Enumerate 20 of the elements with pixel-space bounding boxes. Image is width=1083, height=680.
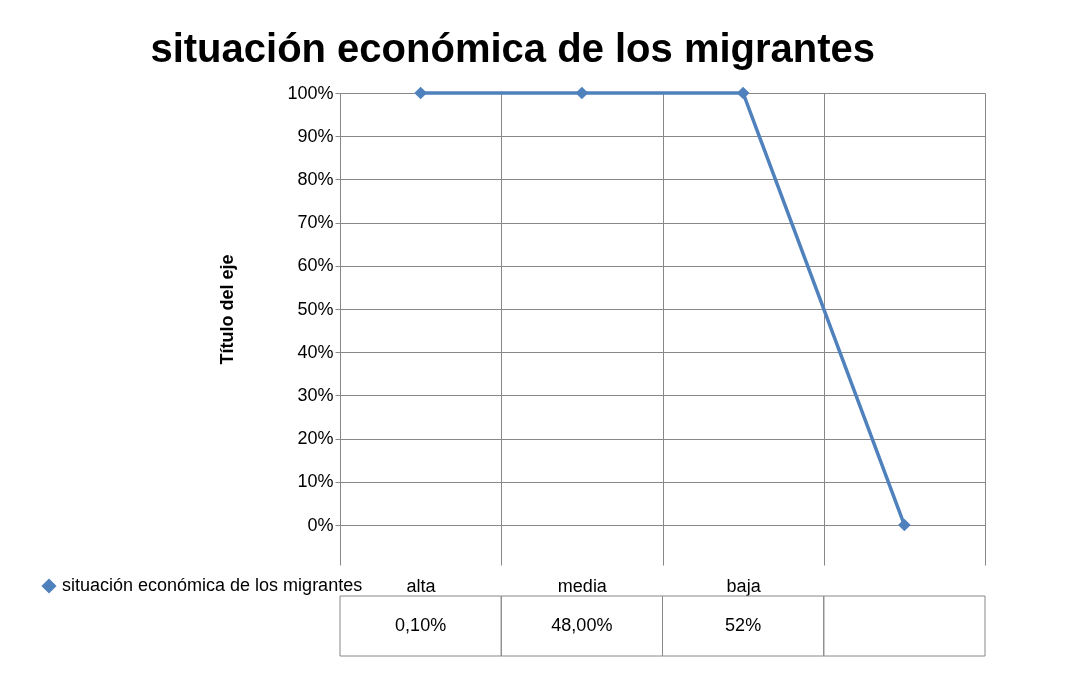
y-tick-label: 60% [297, 255, 334, 276]
text: 48,00% [551, 615, 613, 635]
y-tick-label: 0% [307, 514, 334, 535]
y-tick-label: 70% [297, 212, 334, 233]
y-tick-label: 40% [297, 341, 334, 362]
y-axis-title: Título del eje [217, 254, 238, 365]
x-tick-label: media [557, 575, 608, 596]
text: 52% [725, 615, 762, 635]
x-tick-label: alta [406, 575, 437, 596]
y-tick-label: 80% [297, 168, 334, 189]
chart-title: situación económica de los migrantes [150, 26, 876, 70]
y-tick-label: 90% [297, 125, 334, 146]
legend-label: situación económica de los migrantes [62, 575, 363, 595]
y-tick-label: 20% [297, 428, 334, 449]
y-tick-label: 30% [297, 384, 334, 405]
y-tick-label: 10% [297, 471, 334, 492]
y-tick-label: 100% [287, 82, 334, 103]
text: 0,10% [395, 615, 447, 635]
y-tick-label: 50% [297, 298, 334, 319]
x-tick-label: baja [726, 575, 762, 596]
